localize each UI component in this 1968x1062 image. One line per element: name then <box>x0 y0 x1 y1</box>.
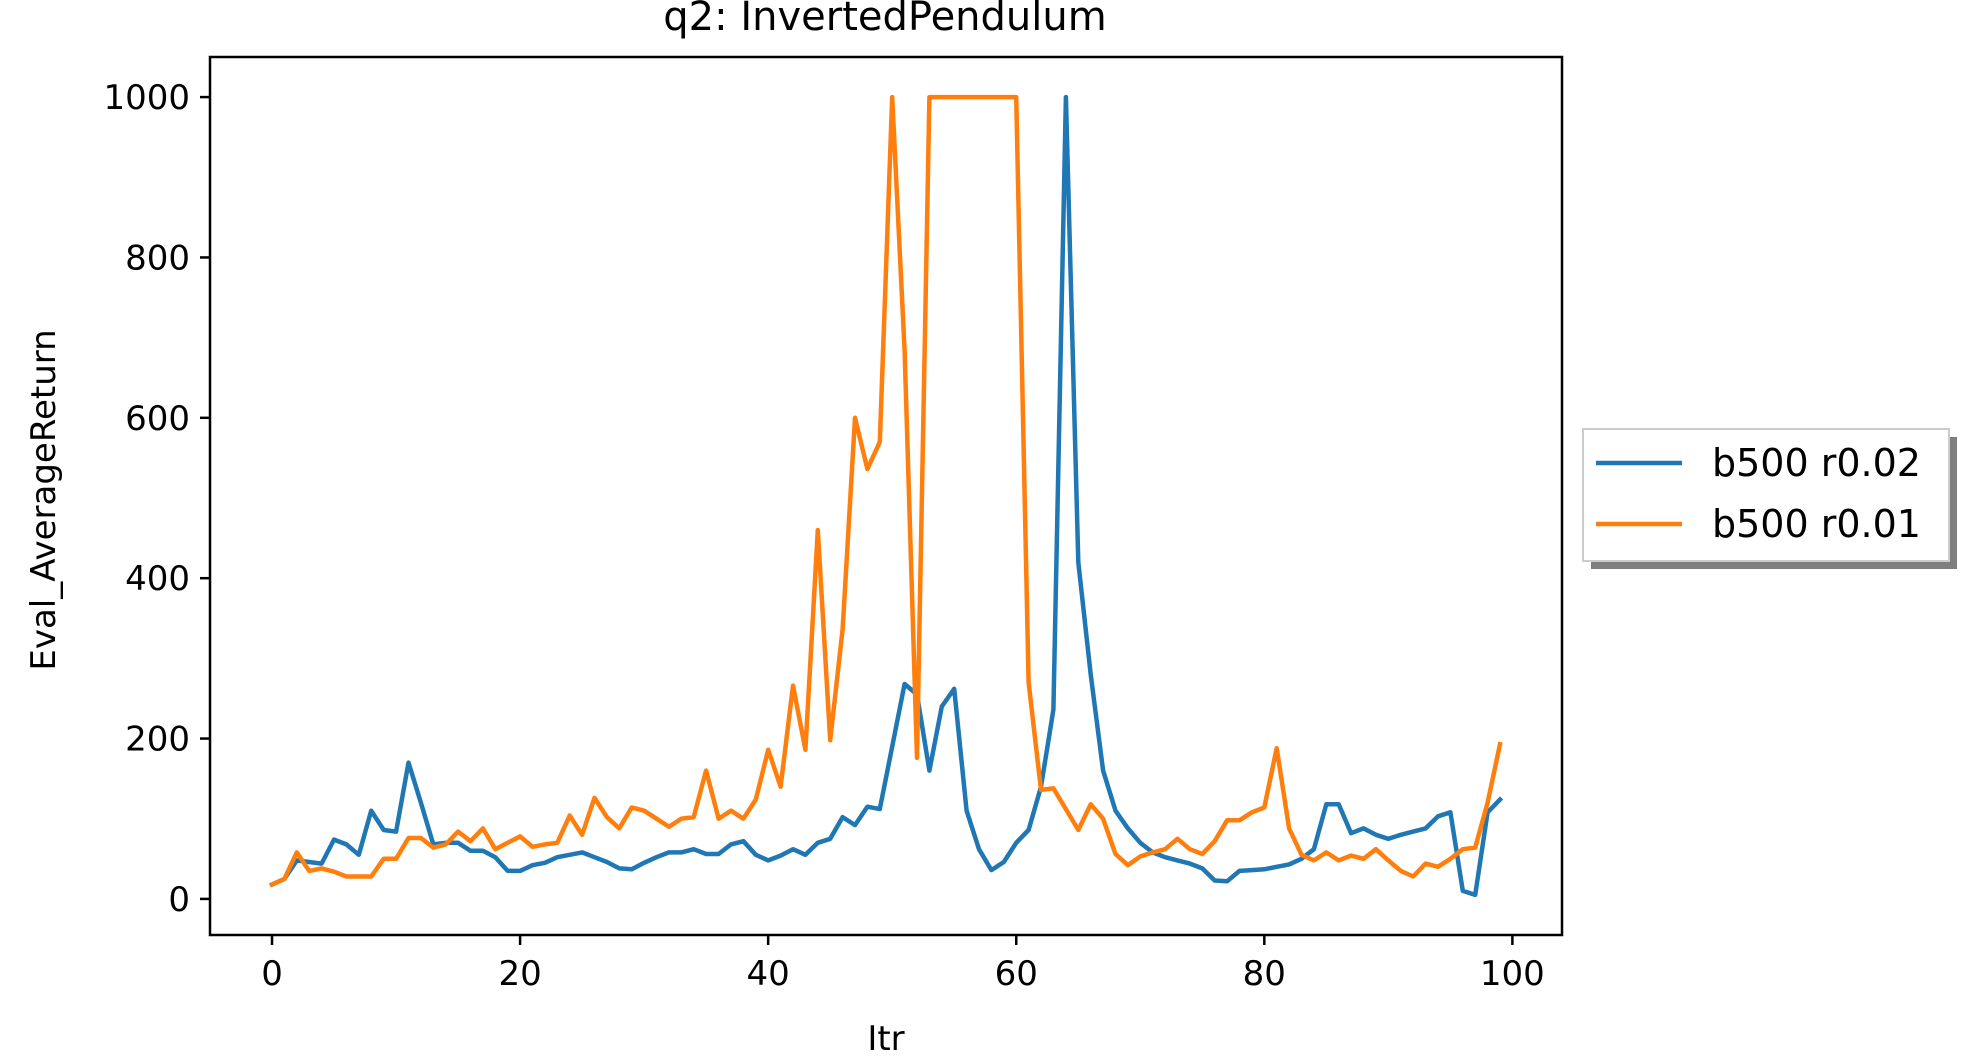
x-axis: 0 20 40 60 80 100 <box>261 935 1545 994</box>
x-tick-label: 0 <box>261 954 283 994</box>
y-axis: 0 200 400 600 800 1000 <box>103 78 210 920</box>
y-axis-title: Eval_AverageReturn <box>24 329 64 670</box>
x-tick-label: 40 <box>747 954 790 994</box>
y-tick-label: 200 <box>125 720 190 760</box>
x-tick-label: 20 <box>498 954 541 994</box>
series-line-2 <box>269 94 1503 888</box>
legend-entries: b500 r0.02 b500 r0.01 <box>1596 441 1921 546</box>
legend-box <box>1582 428 1950 562</box>
plot-frame <box>208 55 1564 937</box>
legend-label-1: b500 r0.02 <box>1712 441 1921 485</box>
y-tick-label: 400 <box>125 559 190 599</box>
x-axis-title: Itr <box>867 1019 904 1059</box>
y-tick-label: 1000 <box>103 78 190 118</box>
plot-area <box>269 94 1504 898</box>
x-tick-label: 60 <box>995 954 1038 994</box>
legend: b500 r0.02 b500 r0.01 <box>1582 428 1957 569</box>
y-tick-label: 0 <box>168 880 190 920</box>
x-tick-label: 80 <box>1243 954 1286 994</box>
legend-label-2: b500 r0.01 <box>1712 502 1921 546</box>
series-line-1 <box>269 94 1504 898</box>
x-tick-label: 100 <box>1480 954 1545 994</box>
y-tick-label: 800 <box>125 238 190 278</box>
y-tick-label: 600 <box>125 399 190 439</box>
chart-title: q2: InvertedPendulum <box>663 0 1106 40</box>
